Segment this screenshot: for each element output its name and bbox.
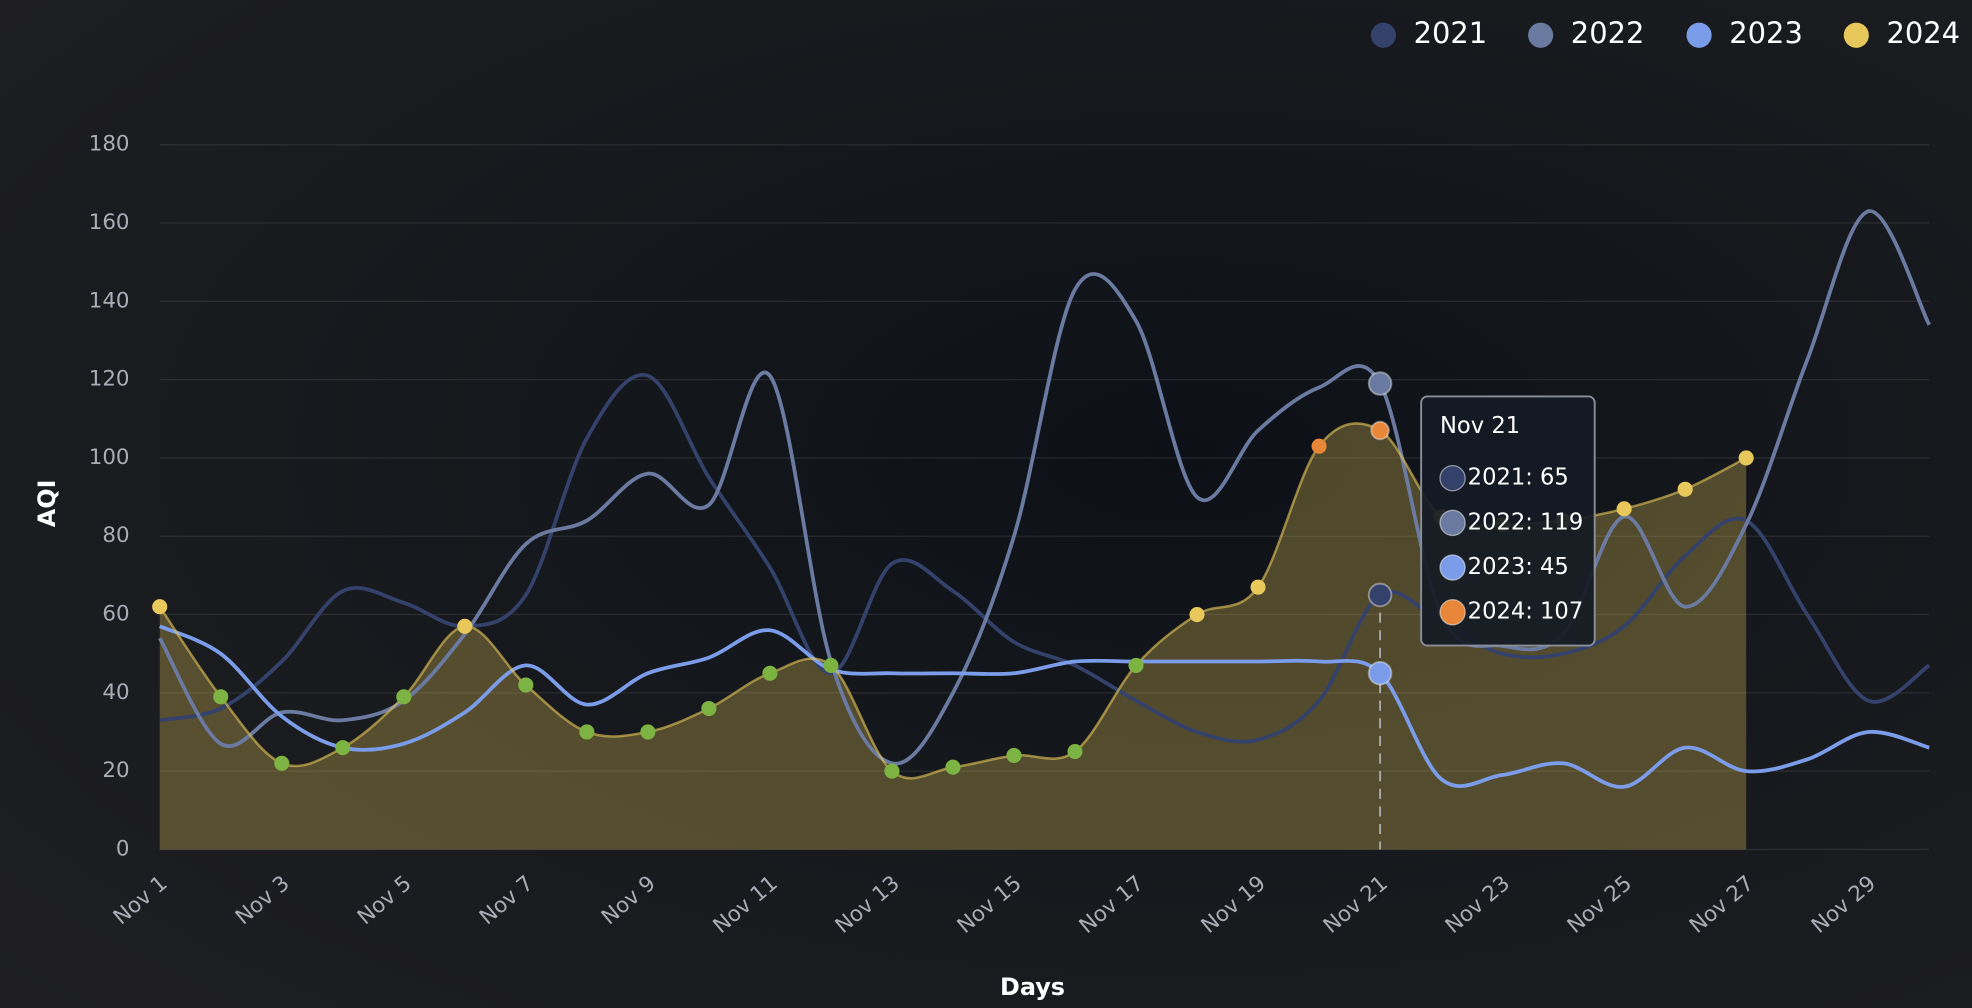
data-point	[640, 724, 656, 740]
data-point	[1189, 606, 1205, 623]
legend-label: 2023	[1729, 16, 1803, 50]
data-point	[884, 763, 900, 779]
legend-label: 2022	[1571, 16, 1645, 50]
data-point	[1006, 747, 1022, 764]
tooltip-box	[1420, 395, 1596, 647]
tooltip-swatch	[1439, 509, 1466, 537]
y-tick-label: 140	[89, 288, 130, 313]
y-tick-label: 100	[89, 445, 130, 470]
series-line	[159, 373, 1931, 744]
data-point	[945, 759, 961, 775]
data-point	[1250, 579, 1266, 595]
tooltip-entry: 2022: 119	[1468, 509, 1584, 535]
hover-point	[1367, 371, 1393, 396]
data-point	[1067, 744, 1083, 760]
data-point	[1616, 501, 1632, 517]
tooltip-swatch	[1439, 464, 1466, 492]
series-line	[158, 209, 1931, 766]
y-tick-label: 60	[102, 602, 129, 627]
data-point	[396, 689, 412, 705]
y-axis-title: AQI	[33, 480, 61, 528]
tooltip: Nov 21 2021: 65 2022: 119 2023: 45 2024: 10…	[1420, 395, 1596, 647]
legend-swatch	[1686, 22, 1712, 48]
plot	[152, 209, 1931, 850]
y-tick-label: 20	[102, 758, 129, 783]
y-tick-label: 160	[89, 210, 130, 235]
data-point	[579, 724, 595, 740]
legend-swatch	[1843, 22, 1869, 48]
data-point	[335, 740, 351, 756]
hover-point	[1367, 582, 1393, 608]
data-point	[823, 657, 839, 673]
legend: 2021 2022 2023 2024	[1370, 16, 1960, 50]
data-point	[1738, 450, 1754, 466]
data-point	[274, 755, 290, 771]
y-tick-label: 180	[89, 132, 130, 157]
tooltip-entry: 2024: 107	[1468, 599, 1584, 625]
tooltip-swatch	[1439, 599, 1466, 626]
legend-swatch	[1528, 22, 1554, 48]
area	[159, 423, 1747, 850]
series-line	[158, 624, 1930, 789]
data-point	[762, 665, 778, 681]
data-point	[518, 677, 534, 693]
hover-point	[1370, 420, 1390, 441]
data-point	[701, 700, 717, 717]
legend-label: 2021	[1414, 16, 1488, 50]
data-point	[213, 689, 229, 705]
data-point	[1677, 481, 1693, 497]
legend-label: 2024	[1886, 16, 1960, 50]
x-axis-title: Days	[1000, 973, 1065, 1001]
data-point	[1311, 438, 1327, 454]
data-point	[1128, 657, 1144, 673]
y-tick-label: 80	[102, 523, 129, 548]
legend-swatch	[1370, 22, 1396, 48]
hover-point	[1367, 660, 1393, 686]
y-tick-label: 0	[116, 836, 130, 861]
y-tick-label: 120	[89, 367, 130, 392]
y-tick-label: 40	[102, 680, 129, 705]
data-point	[152, 599, 168, 615]
tooltip-swatch	[1439, 554, 1466, 581]
tooltip-entry: 2021: 65	[1468, 465, 1569, 491]
tooltip-title: Nov 21	[1440, 413, 1520, 439]
tooltip-entry: 2023: 45	[1468, 554, 1569, 580]
data-point	[457, 618, 473, 634]
